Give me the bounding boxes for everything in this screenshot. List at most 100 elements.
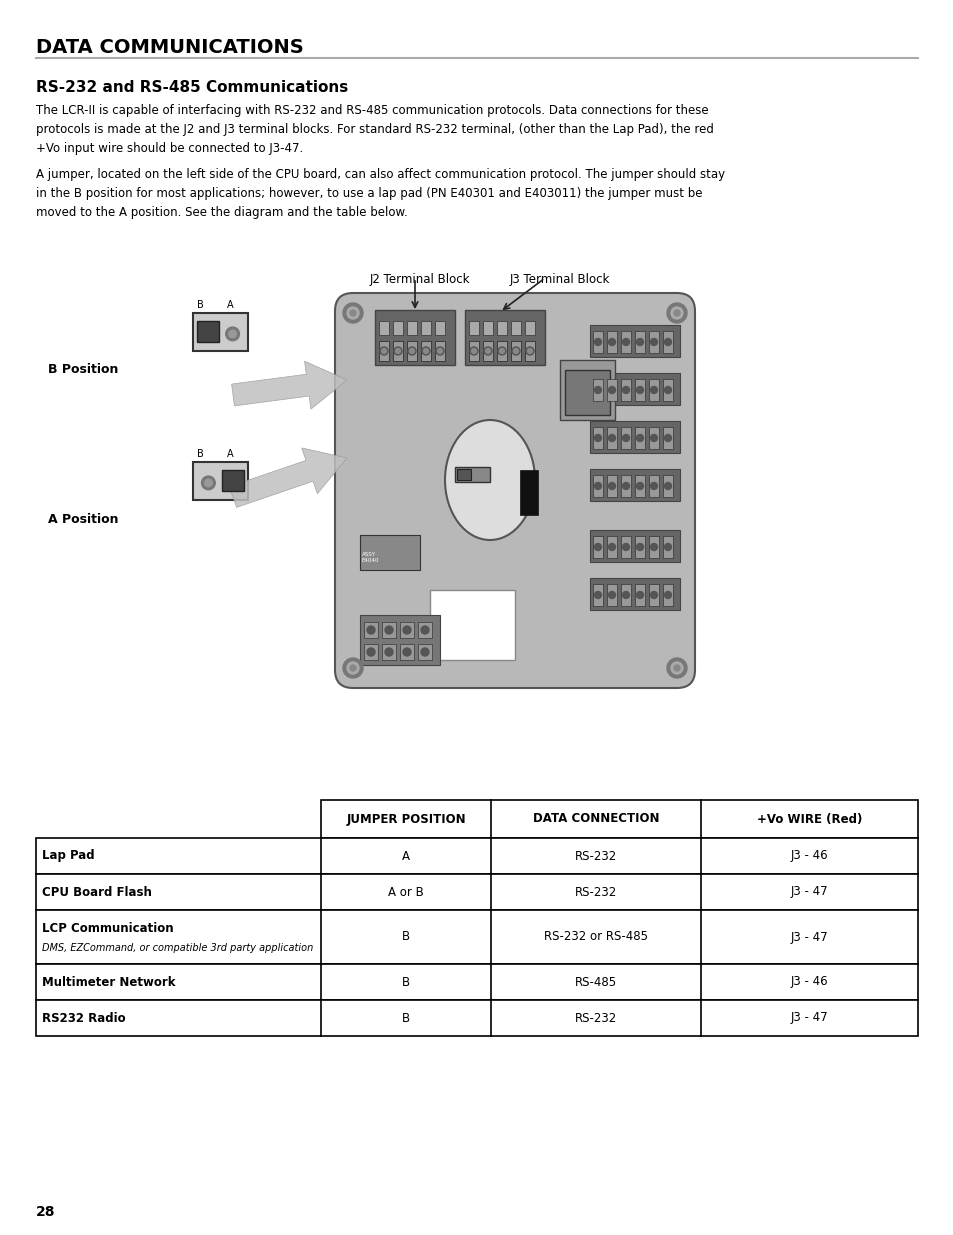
Circle shape xyxy=(664,387,671,394)
Bar xyxy=(511,341,520,361)
Text: A: A xyxy=(227,300,233,310)
Circle shape xyxy=(347,662,358,674)
Text: CPU Board Flash: CPU Board Flash xyxy=(42,885,152,899)
Bar xyxy=(375,310,455,366)
Bar xyxy=(606,427,617,450)
Bar xyxy=(606,379,617,401)
Circle shape xyxy=(608,338,615,346)
Bar xyxy=(511,321,520,335)
Bar xyxy=(593,379,602,401)
Bar xyxy=(589,421,679,453)
Bar xyxy=(519,471,537,515)
Circle shape xyxy=(436,347,443,354)
Circle shape xyxy=(650,543,657,551)
Bar xyxy=(648,584,659,606)
Circle shape xyxy=(666,303,686,324)
Bar xyxy=(378,321,389,335)
Bar xyxy=(648,475,659,496)
Circle shape xyxy=(470,347,477,354)
Circle shape xyxy=(385,626,393,634)
Circle shape xyxy=(622,435,629,441)
Text: DMS, EZCommand, or compatible 3rd party application: DMS, EZCommand, or compatible 3rd party … xyxy=(42,944,313,953)
Text: B: B xyxy=(196,300,204,310)
Circle shape xyxy=(664,338,671,346)
Circle shape xyxy=(636,543,643,551)
Bar xyxy=(407,341,416,361)
Bar xyxy=(593,475,602,496)
Circle shape xyxy=(226,327,239,341)
Bar xyxy=(364,643,377,659)
Bar xyxy=(359,615,439,664)
Circle shape xyxy=(594,387,601,394)
Polygon shape xyxy=(230,448,347,508)
Bar xyxy=(662,379,672,401)
Bar xyxy=(456,469,471,480)
Circle shape xyxy=(622,592,629,599)
Circle shape xyxy=(367,626,375,634)
Bar xyxy=(559,359,615,420)
Text: J3 - 47: J3 - 47 xyxy=(790,885,827,899)
Bar xyxy=(606,331,617,353)
Text: A: A xyxy=(401,850,410,862)
Bar xyxy=(662,331,672,353)
Circle shape xyxy=(347,308,358,319)
Circle shape xyxy=(594,435,601,441)
Bar xyxy=(593,584,602,606)
Circle shape xyxy=(608,592,615,599)
Bar xyxy=(593,331,602,353)
Text: JUMPER POSITION: JUMPER POSITION xyxy=(346,813,465,825)
Circle shape xyxy=(608,543,615,551)
Circle shape xyxy=(650,387,657,394)
Bar xyxy=(430,590,515,659)
Circle shape xyxy=(670,308,682,319)
Bar xyxy=(393,321,402,335)
Circle shape xyxy=(204,330,212,337)
Text: B: B xyxy=(401,930,410,944)
Bar xyxy=(359,535,419,571)
Bar xyxy=(620,427,630,450)
Circle shape xyxy=(673,310,679,316)
Text: RS-232: RS-232 xyxy=(575,885,617,899)
Text: J3 - 46: J3 - 46 xyxy=(790,976,827,988)
Text: DATA CONNECTION: DATA CONNECTION xyxy=(532,813,659,825)
Text: J3 - 46: J3 - 46 xyxy=(790,850,827,862)
Text: J3 - 47: J3 - 47 xyxy=(790,930,827,944)
Circle shape xyxy=(594,543,601,551)
Circle shape xyxy=(513,348,518,353)
Circle shape xyxy=(201,327,215,341)
Bar xyxy=(524,341,535,361)
Bar xyxy=(364,622,377,638)
Circle shape xyxy=(594,483,601,489)
Circle shape xyxy=(483,347,492,354)
Circle shape xyxy=(423,348,428,353)
Bar xyxy=(662,475,672,496)
Bar xyxy=(648,536,659,558)
Circle shape xyxy=(402,626,411,634)
Text: RS-232 or RS-485: RS-232 or RS-485 xyxy=(543,930,647,944)
Bar xyxy=(36,965,917,1000)
Circle shape xyxy=(636,592,643,599)
Bar xyxy=(564,370,609,415)
Bar xyxy=(435,341,444,361)
Polygon shape xyxy=(232,361,347,409)
Bar xyxy=(589,530,679,562)
Circle shape xyxy=(622,338,629,346)
Circle shape xyxy=(622,387,629,394)
Bar xyxy=(635,475,644,496)
Circle shape xyxy=(343,303,363,324)
Bar xyxy=(620,536,630,558)
Text: Multimeter Network: Multimeter Network xyxy=(42,976,175,988)
Bar xyxy=(606,536,617,558)
Circle shape xyxy=(622,543,629,551)
Text: B Position: B Position xyxy=(48,363,118,375)
Bar xyxy=(36,910,917,965)
Bar xyxy=(524,321,535,335)
Circle shape xyxy=(485,348,490,353)
Circle shape xyxy=(395,348,400,353)
Circle shape xyxy=(650,435,657,441)
Bar xyxy=(36,874,917,910)
Text: The LCR-II is capable of interfacing with RS-232 and RS-485 communication protoc: The LCR-II is capable of interfacing wit… xyxy=(36,104,713,156)
Circle shape xyxy=(650,338,657,346)
Circle shape xyxy=(608,483,615,489)
Circle shape xyxy=(409,348,414,353)
